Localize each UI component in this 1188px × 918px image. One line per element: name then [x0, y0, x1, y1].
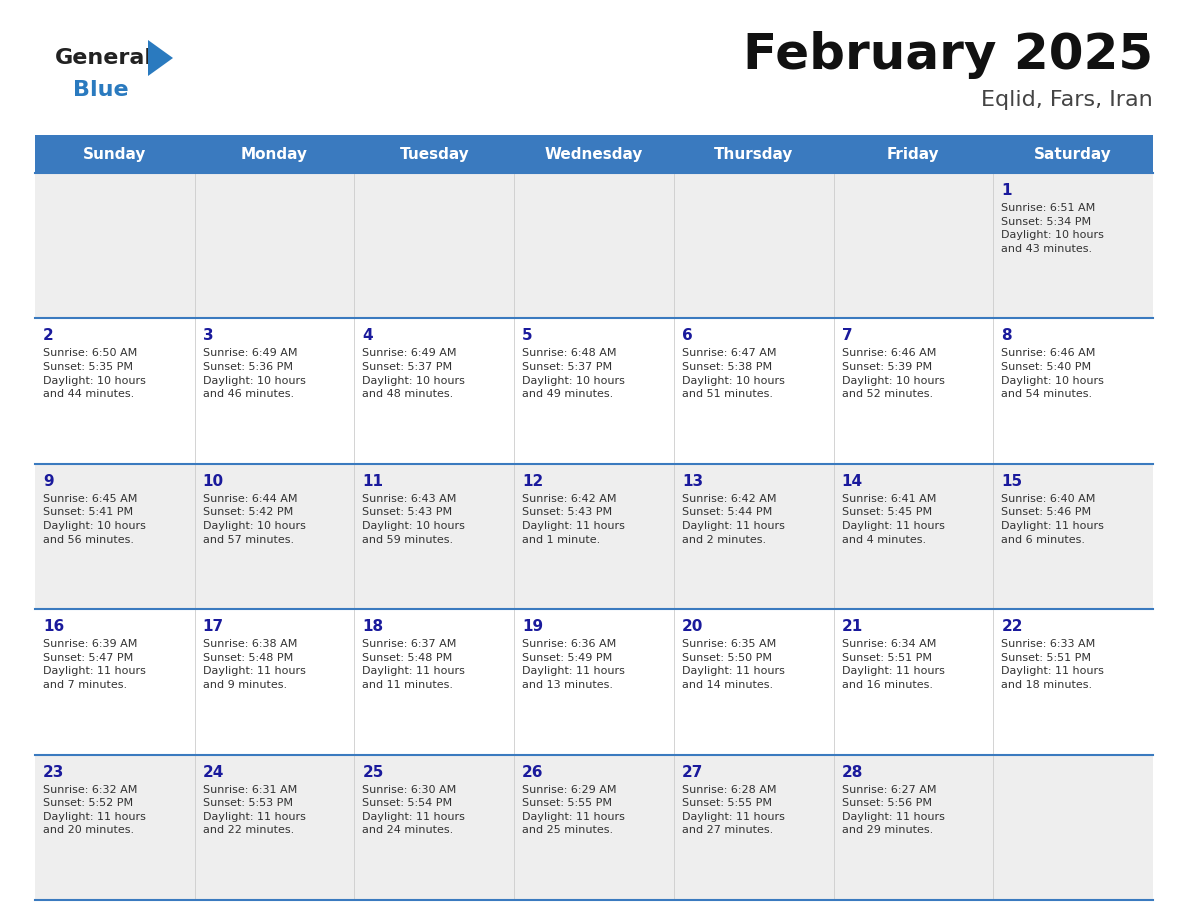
- Text: 22: 22: [1001, 620, 1023, 634]
- Text: Sunrise: 6:46 AM
Sunset: 5:39 PM
Daylight: 10 hours
and 52 minutes.: Sunrise: 6:46 AM Sunset: 5:39 PM Dayligh…: [841, 349, 944, 399]
- Text: Sunrise: 6:27 AM
Sunset: 5:56 PM
Daylight: 11 hours
and 29 minutes.: Sunrise: 6:27 AM Sunset: 5:56 PM Dayligh…: [841, 785, 944, 835]
- Text: Thursday: Thursday: [714, 147, 794, 162]
- Text: Sunrise: 6:33 AM
Sunset: 5:51 PM
Daylight: 11 hours
and 18 minutes.: Sunrise: 6:33 AM Sunset: 5:51 PM Dayligh…: [1001, 639, 1104, 690]
- Text: 1: 1: [1001, 183, 1012, 198]
- Text: 16: 16: [43, 620, 64, 634]
- Text: Tuesday: Tuesday: [399, 147, 469, 162]
- Bar: [34, 173, 1154, 319]
- Text: 6: 6: [682, 329, 693, 343]
- Text: Sunrise: 6:43 AM
Sunset: 5:43 PM
Daylight: 10 hours
and 59 minutes.: Sunrise: 6:43 AM Sunset: 5:43 PM Dayligh…: [362, 494, 466, 544]
- Text: 13: 13: [682, 474, 703, 488]
- Text: Sunrise: 6:42 AM
Sunset: 5:43 PM
Daylight: 11 hours
and 1 minute.: Sunrise: 6:42 AM Sunset: 5:43 PM Dayligh…: [523, 494, 625, 544]
- Text: Sunrise: 6:47 AM
Sunset: 5:38 PM
Daylight: 10 hours
and 51 minutes.: Sunrise: 6:47 AM Sunset: 5:38 PM Dayligh…: [682, 349, 785, 399]
- Polygon shape: [148, 40, 173, 76]
- Text: Sunrise: 6:50 AM
Sunset: 5:35 PM
Daylight: 10 hours
and 44 minutes.: Sunrise: 6:50 AM Sunset: 5:35 PM Dayligh…: [43, 349, 146, 399]
- Text: Sunrise: 6:44 AM
Sunset: 5:42 PM
Daylight: 10 hours
and 57 minutes.: Sunrise: 6:44 AM Sunset: 5:42 PM Dayligh…: [203, 494, 305, 544]
- Text: Sunrise: 6:41 AM
Sunset: 5:45 PM
Daylight: 11 hours
and 4 minutes.: Sunrise: 6:41 AM Sunset: 5:45 PM Dayligh…: [841, 494, 944, 544]
- Text: 12: 12: [523, 474, 543, 488]
- Text: 19: 19: [523, 620, 543, 634]
- Text: 24: 24: [203, 765, 225, 779]
- Text: Sunrise: 6:48 AM
Sunset: 5:37 PM
Daylight: 10 hours
and 49 minutes.: Sunrise: 6:48 AM Sunset: 5:37 PM Dayligh…: [523, 349, 625, 399]
- Text: Sunrise: 6:39 AM
Sunset: 5:47 PM
Daylight: 11 hours
and 7 minutes.: Sunrise: 6:39 AM Sunset: 5:47 PM Dayligh…: [43, 639, 146, 690]
- Text: 11: 11: [362, 474, 384, 488]
- Text: Friday: Friday: [887, 147, 940, 162]
- Text: Sunrise: 6:49 AM
Sunset: 5:37 PM
Daylight: 10 hours
and 48 minutes.: Sunrise: 6:49 AM Sunset: 5:37 PM Dayligh…: [362, 349, 466, 399]
- Text: 26: 26: [523, 765, 544, 779]
- Text: 10: 10: [203, 474, 223, 488]
- Bar: [34, 464, 1154, 610]
- Text: 7: 7: [841, 329, 852, 343]
- Text: February 2025: February 2025: [742, 31, 1154, 79]
- Bar: [34, 755, 1154, 900]
- Text: General: General: [55, 48, 153, 68]
- Text: Sunrise: 6:49 AM
Sunset: 5:36 PM
Daylight: 10 hours
and 46 minutes.: Sunrise: 6:49 AM Sunset: 5:36 PM Dayligh…: [203, 349, 305, 399]
- Text: 15: 15: [1001, 474, 1023, 488]
- Text: 28: 28: [841, 765, 862, 779]
- Text: Saturday: Saturday: [1035, 147, 1112, 162]
- Text: Sunrise: 6:36 AM
Sunset: 5:49 PM
Daylight: 11 hours
and 13 minutes.: Sunrise: 6:36 AM Sunset: 5:49 PM Dayligh…: [523, 639, 625, 690]
- Text: Sunrise: 6:31 AM
Sunset: 5:53 PM
Daylight: 11 hours
and 22 minutes.: Sunrise: 6:31 AM Sunset: 5:53 PM Dayligh…: [203, 785, 305, 835]
- Text: Sunrise: 6:34 AM
Sunset: 5:51 PM
Daylight: 11 hours
and 16 minutes.: Sunrise: 6:34 AM Sunset: 5:51 PM Dayligh…: [841, 639, 944, 690]
- Text: 4: 4: [362, 329, 373, 343]
- Text: Sunrise: 6:28 AM
Sunset: 5:55 PM
Daylight: 11 hours
and 27 minutes.: Sunrise: 6:28 AM Sunset: 5:55 PM Dayligh…: [682, 785, 785, 835]
- Text: Sunday: Sunday: [83, 147, 146, 162]
- Text: Sunrise: 6:51 AM
Sunset: 5:34 PM
Daylight: 10 hours
and 43 minutes.: Sunrise: 6:51 AM Sunset: 5:34 PM Dayligh…: [1001, 203, 1104, 253]
- Text: Sunrise: 6:35 AM
Sunset: 5:50 PM
Daylight: 11 hours
and 14 minutes.: Sunrise: 6:35 AM Sunset: 5:50 PM Dayligh…: [682, 639, 785, 690]
- Text: 2: 2: [43, 329, 53, 343]
- Bar: [34, 319, 1154, 464]
- Bar: [34, 610, 1154, 755]
- Text: 21: 21: [841, 620, 862, 634]
- Text: Eqlid, Fars, Iran: Eqlid, Fars, Iran: [981, 90, 1154, 110]
- Text: Sunrise: 6:32 AM
Sunset: 5:52 PM
Daylight: 11 hours
and 20 minutes.: Sunrise: 6:32 AM Sunset: 5:52 PM Dayligh…: [43, 785, 146, 835]
- Text: Sunrise: 6:40 AM
Sunset: 5:46 PM
Daylight: 11 hours
and 6 minutes.: Sunrise: 6:40 AM Sunset: 5:46 PM Dayligh…: [1001, 494, 1104, 544]
- Text: 18: 18: [362, 620, 384, 634]
- Text: 14: 14: [841, 474, 862, 488]
- Text: 5: 5: [523, 329, 532, 343]
- Text: 20: 20: [682, 620, 703, 634]
- Text: Sunrise: 6:30 AM
Sunset: 5:54 PM
Daylight: 11 hours
and 24 minutes.: Sunrise: 6:30 AM Sunset: 5:54 PM Dayligh…: [362, 785, 466, 835]
- Text: Sunrise: 6:38 AM
Sunset: 5:48 PM
Daylight: 11 hours
and 9 minutes.: Sunrise: 6:38 AM Sunset: 5:48 PM Dayligh…: [203, 639, 305, 690]
- Text: 25: 25: [362, 765, 384, 779]
- Text: Blue: Blue: [72, 80, 128, 100]
- Text: 8: 8: [1001, 329, 1012, 343]
- Text: Sunrise: 6:42 AM
Sunset: 5:44 PM
Daylight: 11 hours
and 2 minutes.: Sunrise: 6:42 AM Sunset: 5:44 PM Dayligh…: [682, 494, 785, 544]
- Text: Monday: Monday: [241, 147, 308, 162]
- Text: Sunrise: 6:45 AM
Sunset: 5:41 PM
Daylight: 10 hours
and 56 minutes.: Sunrise: 6:45 AM Sunset: 5:41 PM Dayligh…: [43, 494, 146, 544]
- Text: Sunrise: 6:46 AM
Sunset: 5:40 PM
Daylight: 10 hours
and 54 minutes.: Sunrise: 6:46 AM Sunset: 5:40 PM Dayligh…: [1001, 349, 1104, 399]
- Text: 3: 3: [203, 329, 214, 343]
- Text: Sunrise: 6:29 AM
Sunset: 5:55 PM
Daylight: 11 hours
and 25 minutes.: Sunrise: 6:29 AM Sunset: 5:55 PM Dayligh…: [523, 785, 625, 835]
- Text: 9: 9: [43, 474, 53, 488]
- Text: Wednesday: Wednesday: [545, 147, 643, 162]
- Text: 17: 17: [203, 620, 223, 634]
- Bar: [34, 135, 1154, 173]
- Text: Sunrise: 6:37 AM
Sunset: 5:48 PM
Daylight: 11 hours
and 11 minutes.: Sunrise: 6:37 AM Sunset: 5:48 PM Dayligh…: [362, 639, 466, 690]
- Text: 23: 23: [43, 765, 64, 779]
- Text: 27: 27: [682, 765, 703, 779]
